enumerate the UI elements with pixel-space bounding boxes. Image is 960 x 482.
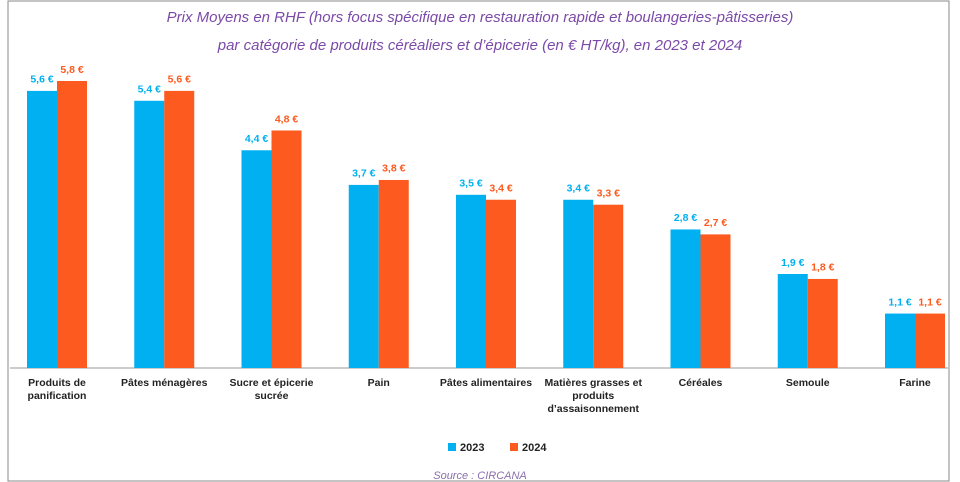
bar <box>27 90 57 369</box>
x-tick-label: Céréales <box>678 377 723 389</box>
data-label: 1,1 € <box>888 296 912 308</box>
bar <box>563 199 594 368</box>
data-label: 2,8 € <box>674 212 698 224</box>
bar <box>348 184 379 368</box>
data-label: 2,7 € <box>704 217 728 229</box>
data-label: 5,8 € <box>60 64 84 76</box>
bar <box>134 100 165 369</box>
x-tick-label: Matières grasses et produits d’assaisonn… <box>544 377 642 415</box>
data-label: 4,8 € <box>275 113 299 125</box>
data-label: 5,6 € <box>30 74 54 86</box>
bar <box>378 179 409 368</box>
bar <box>593 204 624 368</box>
bar <box>670 229 701 368</box>
data-label: 3,5 € <box>459 178 483 190</box>
data-label: 3,3 € <box>597 187 621 199</box>
data-label: 1,9 € <box>781 257 805 269</box>
bar <box>807 278 838 368</box>
chart-title: Prix Moyens en RHF (hors focus spécifiqu… <box>167 9 794 26</box>
legend-swatch <box>448 443 456 451</box>
data-label: 3,4 € <box>489 183 513 195</box>
x-tick-label: Pâtes ménagères <box>121 377 208 389</box>
bar <box>486 199 516 368</box>
bar <box>456 194 486 368</box>
data-label: 5,4 € <box>138 84 162 96</box>
chart-subtitle: par catégorie de produits céréaliers et … <box>217 37 742 54</box>
legend-label: 2024 <box>522 442 547 454</box>
bar <box>57 81 87 368</box>
data-label: 1,1 € <box>918 296 942 308</box>
legend-label: 2023 <box>460 442 484 454</box>
bar <box>777 273 808 368</box>
data-label: 4,4 € <box>245 133 269 145</box>
source: Source : CIRCANA <box>433 470 527 482</box>
bar <box>271 130 302 368</box>
frame <box>7 0 950 482</box>
x-tick-label: Sucre et épicerie sucrée <box>229 377 314 402</box>
x-tick-label: Farine <box>899 377 931 389</box>
data-label: 1,8 € <box>811 262 835 274</box>
bar <box>164 90 195 369</box>
x-tick-label: Pâtes alimentaires <box>439 377 533 389</box>
data-label: 5,6 € <box>168 74 192 86</box>
bar <box>915 313 945 368</box>
data-label: 3,4 € <box>567 183 591 195</box>
bar <box>700 234 731 368</box>
x-tick-label: Pain <box>367 377 390 389</box>
data-label: 3,7 € <box>352 168 376 180</box>
bar <box>241 150 272 368</box>
bar <box>885 313 915 368</box>
legend-swatch <box>510 443 518 451</box>
data-label: 3,8 € <box>382 163 406 175</box>
x-tick-label: Produits de panification <box>27 377 87 402</box>
x-tick-label: Semoule <box>785 377 830 389</box>
